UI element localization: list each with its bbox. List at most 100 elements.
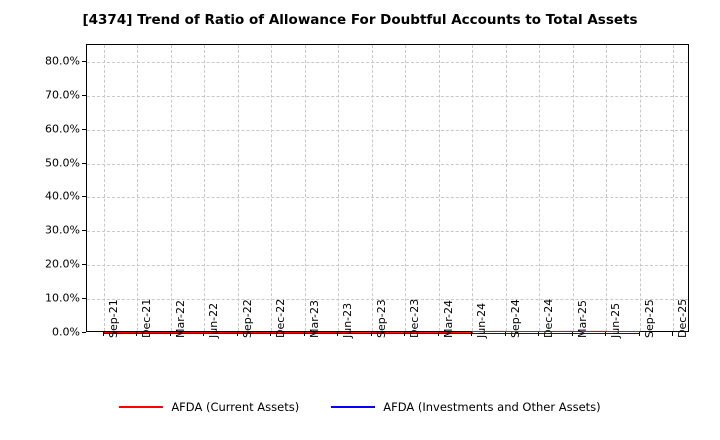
y-tick-mark — [82, 196, 86, 198]
legend-color-swatch — [331, 406, 376, 408]
x-axis-tick-label: Sep-21 — [106, 299, 120, 338]
x-tick-mark — [270, 332, 272, 336]
y-tick-mark — [82, 128, 86, 130]
y-tick-mark — [82, 298, 86, 300]
y-axis-tick-label: 50.0% — [45, 156, 80, 170]
series-line-segment — [438, 332, 473, 334]
series-line-segment — [505, 332, 540, 334]
x-axis-tick-label: Mar-24 — [441, 299, 455, 338]
x-tick-mark — [605, 332, 607, 336]
y-axis-tick-label: 30.0% — [45, 223, 80, 237]
y-axis-tick-label: 0.0% — [52, 325, 80, 339]
chart-title: [4374] Trend of Ratio of Allowance For D… — [82, 12, 638, 28]
x-tick-mark — [337, 332, 339, 336]
legend-item[interactable]: AFDA (Investments and Other Assets) — [331, 400, 601, 414]
x-tick-mark — [102, 332, 104, 336]
x-axis-tick-label: Jun-23 — [341, 302, 355, 338]
x-gridline — [639, 45, 641, 331]
x-axis-tick-label: Dec-22 — [274, 298, 288, 338]
x-axis-tick-label: Mar-22 — [173, 299, 187, 338]
x-tick-mark — [169, 332, 171, 336]
series-line-segment — [137, 331, 171, 333]
x-gridline — [673, 45, 675, 331]
x-gridline — [137, 45, 139, 331]
x-axis-tick-label: Dec-23 — [408, 298, 422, 338]
y-tick-mark — [82, 94, 86, 96]
y-axis-tick-label: 10.0% — [45, 291, 80, 305]
y-gridline — [87, 163, 688, 165]
legend-label: AFDA (Current Assets) — [171, 400, 300, 414]
x-axis-tick-label: Dec-21 — [140, 298, 154, 338]
y-tick-mark — [82, 332, 86, 333]
series-line-segment — [170, 331, 205, 333]
series-line-segment — [572, 332, 607, 334]
x-tick-mark — [404, 332, 406, 336]
series-line-segment — [606, 332, 640, 334]
x-tick-mark — [672, 332, 674, 336]
x-gridline — [405, 45, 407, 331]
y-axis-tick-label: 80.0% — [45, 54, 80, 68]
x-tick-mark — [236, 332, 238, 336]
y-gridline — [87, 197, 688, 199]
x-gridline — [271, 45, 273, 331]
series-line-segment — [103, 332, 138, 334]
y-axis-tick-label: 70.0% — [45, 88, 80, 102]
x-axis-tick-label: Mar-23 — [307, 299, 321, 338]
series-line-segment — [338, 332, 372, 334]
x-gridline — [204, 45, 206, 331]
series-line-segment — [405, 332, 439, 334]
x-axis-tick-label: Sep-25 — [642, 299, 656, 338]
series-line-segment — [204, 332, 238, 334]
x-tick-mark — [504, 332, 506, 336]
series-line-segment — [371, 332, 406, 334]
x-gridline — [438, 45, 440, 331]
x-tick-mark — [471, 332, 473, 336]
legend-color-swatch — [119, 406, 164, 408]
y-tick-mark — [82, 264, 86, 266]
x-axis-tick-label: Mar-25 — [575, 299, 589, 338]
x-gridline — [505, 45, 507, 331]
series-line-segment — [237, 331, 272, 333]
x-axis-tick-label: Sep-23 — [374, 299, 388, 338]
x-gridline — [237, 45, 239, 331]
x-tick-mark — [203, 332, 205, 336]
series-line-segment — [472, 332, 506, 334]
x-tick-mark — [538, 332, 540, 336]
x-axis-tick-label: Jun-25 — [609, 302, 623, 338]
x-gridline — [606, 45, 608, 331]
series-line-segment — [304, 332, 339, 334]
y-gridline — [87, 95, 688, 97]
y-gridline — [87, 129, 688, 131]
y-tick-mark — [82, 60, 86, 62]
x-axis-tick-label: Jun-24 — [475, 302, 489, 338]
y-gridline — [87, 265, 688, 267]
x-gridline — [539, 45, 541, 331]
y-tick-mark — [82, 230, 86, 232]
plot-area — [86, 44, 689, 334]
x-gridline — [170, 45, 172, 331]
x-tick-mark — [370, 332, 372, 336]
x-gridline — [472, 45, 474, 331]
x-tick-mark — [136, 332, 138, 336]
x-tick-mark — [571, 332, 573, 336]
legend-item[interactable]: AFDA (Current Assets) — [119, 400, 299, 414]
x-gridline — [338, 45, 340, 331]
x-axis-tick-label: Sep-22 — [240, 299, 254, 338]
x-gridline — [304, 45, 306, 331]
x-axis-tick-label: Dec-25 — [676, 298, 690, 338]
legend-label: AFDA (Investments and Other Assets) — [383, 400, 601, 414]
x-gridline — [572, 45, 574, 331]
x-axis-tick-label: Jun-22 — [207, 302, 221, 338]
series-line-segment — [103, 331, 138, 333]
x-tick-mark — [303, 332, 305, 336]
series-line-segment — [271, 332, 305, 334]
chart-legend: AFDA (Current Assets) AFDA (Investments a… — [0, 400, 720, 414]
series-line-segment — [137, 332, 171, 334]
x-gridline — [371, 45, 373, 331]
y-gridline — [87, 299, 688, 301]
y-axis-tick-label: 60.0% — [45, 122, 80, 136]
x-gridline — [103, 45, 105, 331]
series-line-segment — [539, 332, 573, 334]
x-axis-tick-label: Sep-24 — [508, 299, 522, 338]
